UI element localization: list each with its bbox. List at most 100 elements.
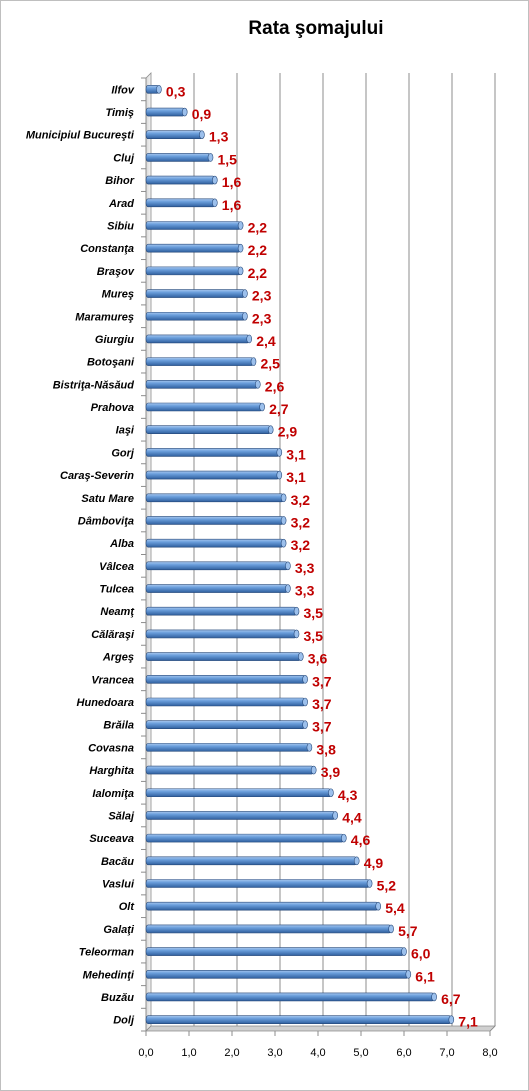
category-label: Neamţ [100,606,135,618]
bar-cap [276,470,283,480]
bar [145,402,265,412]
data-label: 3,9 [321,764,341,780]
bar-cap [340,833,347,843]
x-tick-label: 4,0 [310,1047,325,1059]
bar-cap [375,901,382,911]
data-label: 3,7 [312,696,332,712]
bar-cap [293,629,300,639]
category-label: Bistriţa-Năsăud [53,379,135,391]
data-label: 4,4 [342,809,362,825]
category-label: Ilfov [111,84,134,96]
data-label: 7,1 [458,1014,478,1030]
category-label: Braşov [97,266,135,278]
x-tick-labels: 0,0 1,0 2,0 3,0 4,0 5,0 6,0 7,0 8,0 [138,1047,497,1059]
bar [145,1015,455,1024]
data-label: 3,2 [291,514,311,530]
bar-cap [328,788,334,798]
data-label: 5,7 [398,923,418,939]
data-label: 4,6 [351,832,371,848]
bar-cap [276,448,283,457]
category-label: Cluj [113,152,135,164]
data-label: 2,7 [269,401,289,417]
bar [145,425,274,435]
bar-body [145,697,306,707]
bar [145,720,308,729]
data-label: 2,2 [248,242,268,258]
data-label: 6,0 [411,946,431,962]
data-label: 1,6 [222,197,242,213]
bar-cap [237,221,244,230]
bar [145,606,300,616]
bar-body [145,1015,452,1024]
bar-cap [212,198,218,208]
bar [145,266,244,276]
bar [145,311,248,321]
bar-cap [401,947,407,956]
grid [188,73,496,1032]
category-label: Vâlcea [99,561,134,573]
x-tick-label: 3,0 [267,1047,282,1059]
bar-body [145,856,357,866]
bar-body [145,879,370,888]
x-tick-label: 0,0 [138,1047,153,1059]
data-label: 2,2 [248,265,268,281]
bar-body [145,924,392,934]
bar-cap [242,311,248,321]
bar [145,470,283,480]
category-label: Constanţa [80,243,134,255]
bar-cap [267,425,274,435]
bar-body [145,674,306,684]
data-label: 1,6 [222,174,242,190]
bar-body [145,901,379,911]
data-label: 6,7 [441,991,461,1007]
bar [145,289,248,298]
bar [145,221,244,230]
data-label: 3,5 [304,628,324,644]
category-label: Gorj [111,447,135,459]
bar [145,901,382,911]
bar-cap [405,969,412,979]
category-label: Alba [109,538,134,550]
data-label: 3,8 [316,741,336,757]
data-label: 4,3 [338,787,358,803]
x-tick-label: 1,0 [181,1047,196,1059]
bar [145,879,373,888]
bar-cap [156,85,162,94]
bar-body [145,743,310,752]
data-label: 3,7 [312,719,332,735]
data-label: 3,1 [286,446,306,462]
category-label: Vaslui [102,879,135,891]
bar [145,674,308,684]
data-label: 2,6 [265,378,285,394]
bar-body [145,516,284,525]
bar-cap [388,924,394,934]
bar [145,175,218,185]
category-label: Botoşani [87,357,135,369]
category-label: Giurgiu [95,334,134,346]
data-label: 2,5 [261,356,281,372]
category-label: Vrancea [91,674,134,686]
bar [145,561,291,571]
bar-body [145,243,241,253]
bar-cap [306,743,313,752]
chart-title: Rata şomajului [248,18,383,39]
bar-cap [302,697,308,707]
category-label: Dâmboviţa [78,515,134,527]
bar [145,584,291,593]
bar-body [145,969,409,979]
bar [145,448,283,457]
bar-body [145,584,289,593]
data-label: 2,3 [252,310,272,326]
x-tick-label: 7,0 [439,1047,454,1059]
bar-body [145,107,186,117]
data-label: 3,2 [291,537,311,553]
bar-body [145,402,263,412]
bar [145,357,257,366]
bar [145,697,308,707]
category-label: Caraş-Severin [60,470,134,482]
bar [145,198,218,208]
bar-body [145,130,203,140]
floor [145,1025,496,1032]
bar-cap [199,130,205,140]
